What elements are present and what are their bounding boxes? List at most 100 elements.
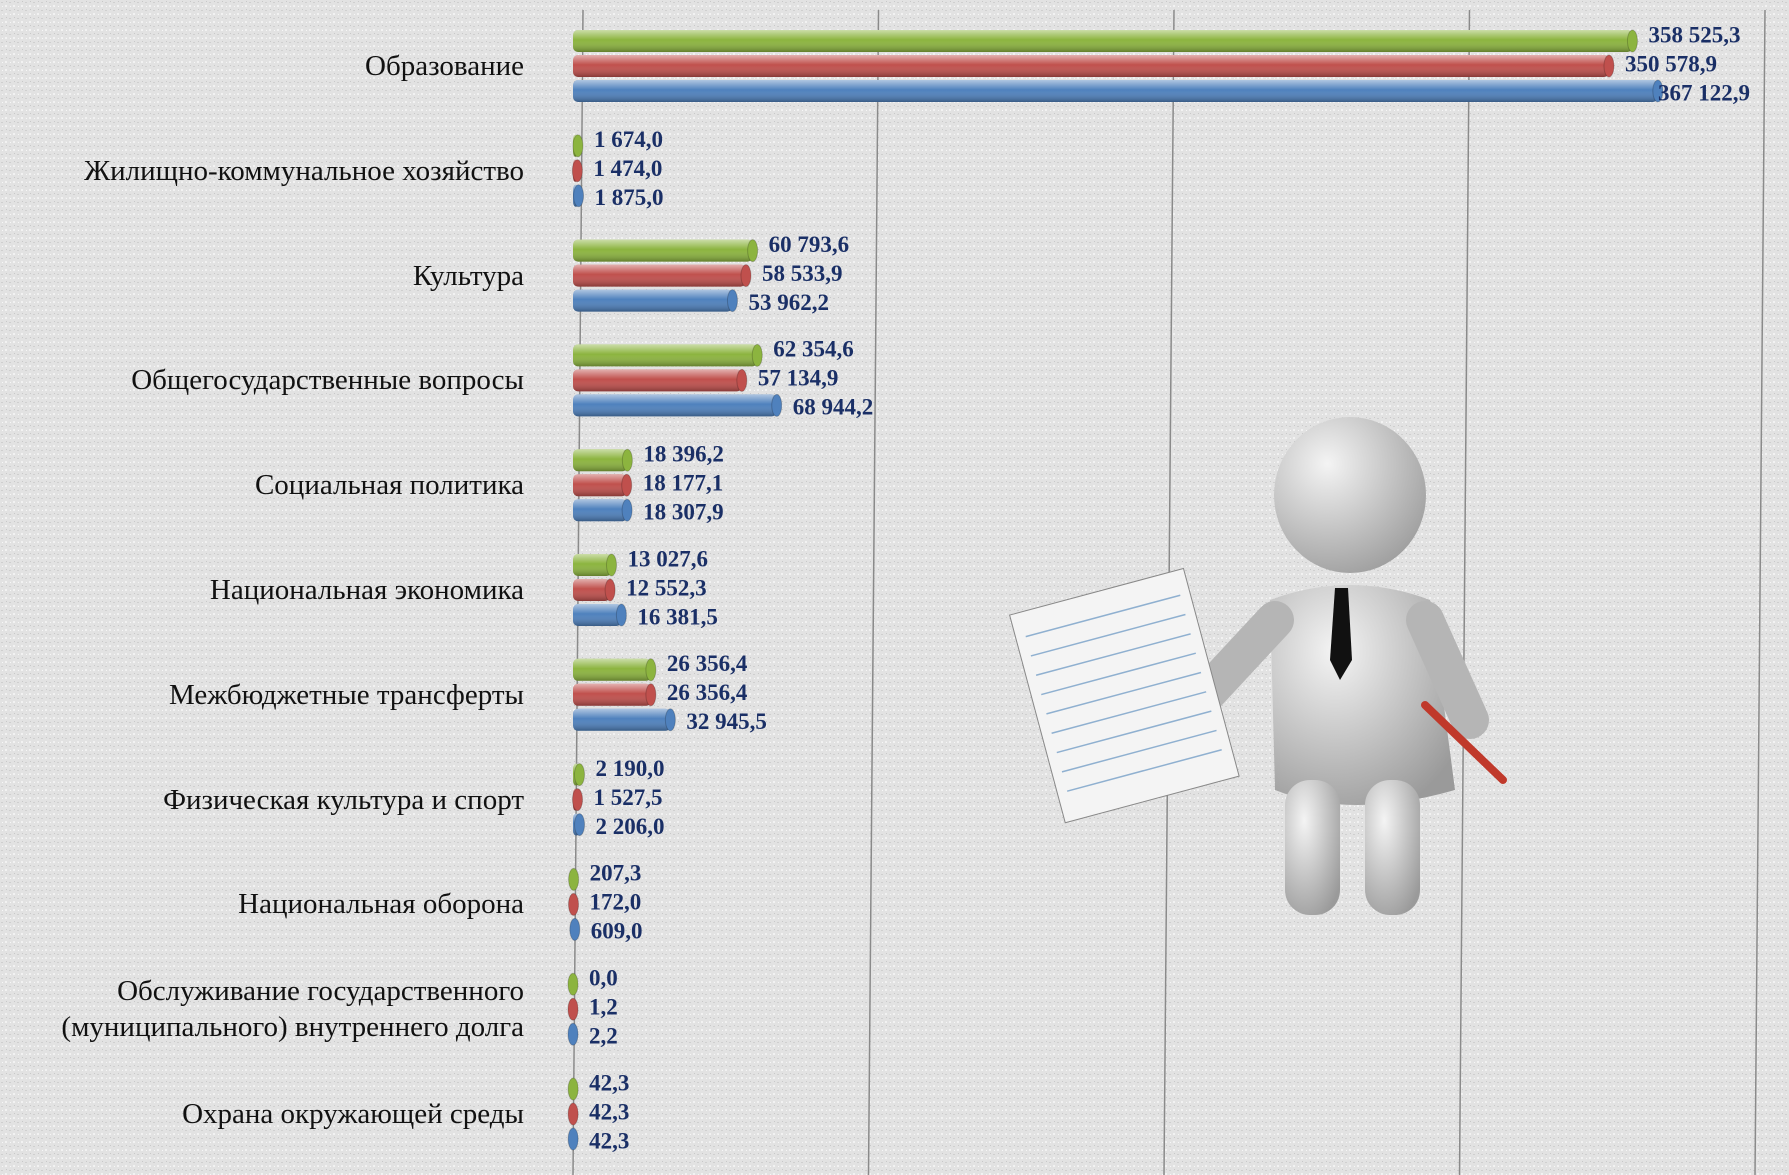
category-label: Национальная оборона [238, 888, 524, 921]
bar-cap [747, 239, 759, 263]
category-label: Охрана окружающей среды [182, 1098, 524, 1130]
bar-cap [645, 658, 657, 682]
bar-shine [573, 344, 758, 367]
value-label: 42,3 [589, 1099, 629, 1124]
bar-cap [621, 473, 633, 497]
value-label: 172,0 [590, 890, 642, 915]
value-label: 62 354,6 [773, 337, 854, 362]
bar-shine [573, 554, 612, 576]
category-label: Национальная экономика [209, 574, 524, 606]
bar-cap [664, 708, 676, 732]
bar-shine [573, 658, 651, 681]
bar-cap [751, 343, 763, 367]
bar-shine [573, 264, 746, 287]
bar-shine [573, 449, 628, 472]
bar-shine [573, 55, 1609, 77]
bar-cap [604, 578, 616, 602]
value-label: 358 525,3 [1648, 22, 1740, 47]
bar-shine [573, 708, 671, 731]
category-label: Физическая культура и спорт [163, 783, 524, 816]
bar-cap [567, 1127, 579, 1151]
bar-cap [645, 683, 657, 707]
value-label: 367 122,9 [1658, 80, 1750, 105]
bar-shine [573, 239, 753, 262]
bar-cap [568, 867, 580, 891]
category-label: Общегосударственные вопросы [131, 364, 524, 397]
grid-line [1458, 9, 1471, 1175]
bar-shine [573, 80, 1658, 102]
value-label: 18 396,2 [643, 441, 724, 466]
bar-cap [615, 603, 627, 627]
value-label: 58 533,9 [762, 261, 843, 286]
value-label: 1 527,5 [594, 785, 663, 810]
value-label: 26 356,4 [667, 680, 748, 705]
value-label: 13 027,6 [627, 546, 708, 571]
value-label: 1 674,0 [594, 127, 663, 152]
bar-shine [573, 369, 742, 392]
bar-cap [726, 289, 738, 313]
value-label: 42,3 [589, 1070, 629, 1095]
value-label: 42,3 [589, 1128, 629, 1153]
bar-shine [573, 30, 1633, 52]
bar-shine [573, 474, 627, 497]
value-label: 207,3 [590, 861, 642, 886]
bar-cap [568, 892, 580, 916]
value-label: 53 962,2 [748, 290, 829, 315]
category-label: Обслуживание государственного (муниципал… [61, 975, 524, 1044]
value-label: 16 381,5 [637, 604, 718, 629]
value-label: 2,2 [589, 1023, 618, 1048]
value-label: 60 793,6 [769, 232, 850, 257]
category-label: Культура [412, 259, 524, 292]
bar-cap [567, 1022, 579, 1046]
grid-line [1754, 9, 1766, 1175]
bar-shine [573, 579, 611, 601]
value-label: 2 190,0 [595, 756, 664, 781]
bar-cap [740, 264, 752, 288]
bar-cap [567, 1077, 579, 1101]
bar-cap [567, 1102, 579, 1126]
value-label: 1 875,0 [595, 185, 664, 210]
bar-cap [571, 159, 583, 183]
person-illustration [1008, 417, 1507, 915]
value-label: 32 945,5 [686, 709, 767, 734]
bar-cap [771, 393, 783, 417]
value-label: 18 177,1 [643, 470, 724, 495]
value-label: 2 206,0 [596, 814, 665, 839]
bar-cap [574, 813, 586, 837]
value-label: 12 552,3 [626, 575, 707, 600]
bar-shine [573, 499, 628, 522]
value-label: 18 307,9 [643, 499, 724, 524]
bar-cap [621, 498, 633, 522]
bar-cap [573, 763, 585, 787]
bar-cap [605, 553, 617, 577]
value-label: 1 474,0 [593, 156, 662, 181]
bar-cap [567, 997, 579, 1021]
value-label: 26 356,4 [667, 651, 748, 676]
bar-cap [572, 788, 584, 812]
bar-cap [736, 368, 748, 392]
bar-cap [1626, 29, 1638, 53]
bar-cap [569, 917, 581, 941]
bar-cap [1652, 79, 1664, 103]
value-label: 0,0 [589, 965, 618, 990]
bar-shine [573, 604, 622, 626]
value-label: 68 944,2 [793, 395, 874, 420]
bar-cap [621, 448, 633, 472]
value-label: 350 578,9 [1625, 51, 1717, 76]
value-label: 1,2 [589, 994, 618, 1019]
value-label: 609,0 [591, 919, 643, 944]
bar-cap [1603, 54, 1615, 78]
value-label: 57 134,9 [758, 366, 839, 391]
category-label: Образование [365, 50, 524, 82]
bar-shine [573, 683, 651, 706]
bar-cap [572, 134, 584, 158]
bar-cap [573, 184, 585, 208]
bar-shine [573, 289, 733, 312]
category-label: Жилищно-коммунальное хозяйство [84, 154, 524, 187]
category-label: Межбюджетные трансферты [168, 678, 524, 711]
bar-cap [567, 972, 579, 996]
category-label: Социальная политика [254, 469, 524, 502]
